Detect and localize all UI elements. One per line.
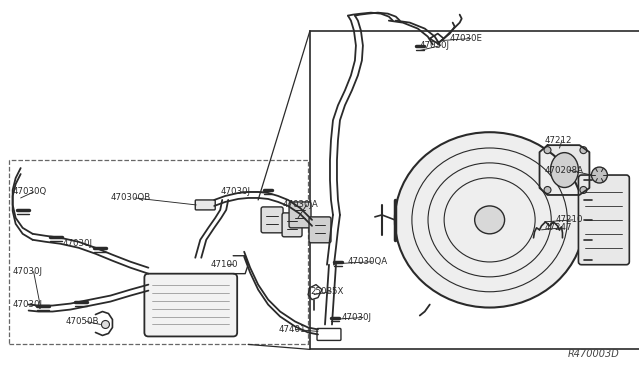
FancyBboxPatch shape [289, 202, 311, 228]
Ellipse shape [395, 132, 584, 308]
Text: R470003D: R470003D [568, 349, 620, 359]
Text: 47210: 47210 [556, 215, 583, 224]
Text: 47247: 47247 [545, 223, 572, 232]
Text: 47030QA: 47030QA [348, 257, 388, 266]
Text: 47030J: 47030J [342, 313, 372, 322]
FancyBboxPatch shape [282, 213, 302, 237]
Ellipse shape [550, 153, 579, 187]
Text: 47030J: 47030J [220, 187, 250, 196]
Text: 47030J: 47030J [63, 239, 93, 248]
Text: 47401: 47401 [278, 325, 305, 334]
Text: 47212: 47212 [545, 136, 572, 145]
FancyBboxPatch shape [317, 328, 341, 340]
FancyBboxPatch shape [261, 207, 283, 233]
Text: 47030J: 47030J [13, 267, 43, 276]
FancyBboxPatch shape [309, 217, 331, 243]
Bar [310, 31, 640, 349]
FancyBboxPatch shape [195, 200, 215, 210]
Text: 47030Q: 47030Q [13, 187, 47, 196]
Bar [9, 160, 308, 344]
Text: 25085X: 25085X [310, 287, 344, 296]
Circle shape [544, 186, 551, 193]
Text: 47100: 47100 [210, 260, 237, 269]
Text: 47030QB: 47030QB [111, 193, 150, 202]
Polygon shape [540, 145, 589, 195]
Circle shape [580, 147, 587, 154]
Text: 47030J: 47030J [420, 41, 450, 50]
FancyBboxPatch shape [579, 175, 629, 265]
Text: 47030J: 47030J [13, 300, 43, 309]
Ellipse shape [475, 206, 504, 234]
Circle shape [102, 321, 109, 328]
Circle shape [580, 186, 587, 193]
FancyBboxPatch shape [145, 274, 237, 336]
Circle shape [544, 147, 551, 154]
Text: 47030JA: 47030JA [282, 201, 318, 209]
Text: 47030E: 47030E [450, 34, 483, 43]
Circle shape [591, 167, 607, 183]
Text: 47050B: 47050B [65, 317, 99, 326]
Text: 470208A: 470208A [545, 166, 584, 174]
